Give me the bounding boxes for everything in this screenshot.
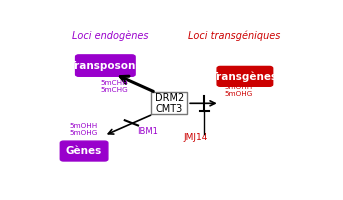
FancyBboxPatch shape <box>217 66 273 86</box>
Text: 5mCHH
5mCHG: 5mCHH 5mCHG <box>100 80 128 93</box>
Text: Gènes: Gènes <box>66 146 102 156</box>
Text: Transgènes: Transgènes <box>211 71 279 82</box>
Text: DRM2
CMT3: DRM2 CMT3 <box>154 93 184 114</box>
FancyBboxPatch shape <box>151 92 187 114</box>
Text: Loci endogènes: Loci endogènes <box>72 30 149 41</box>
Text: IBM1: IBM1 <box>137 127 158 136</box>
Text: 5mOHH
5mOHG: 5mOHH 5mOHG <box>69 123 98 136</box>
FancyBboxPatch shape <box>60 141 108 161</box>
Text: 5mOHH
5mOHG: 5mOHH 5mOHG <box>225 84 253 97</box>
Text: JMJ14: JMJ14 <box>184 133 208 142</box>
FancyBboxPatch shape <box>75 55 135 76</box>
Text: Transposons: Transposons <box>69 61 142 71</box>
Text: Loci transgéniques: Loci transgéniques <box>188 30 281 41</box>
